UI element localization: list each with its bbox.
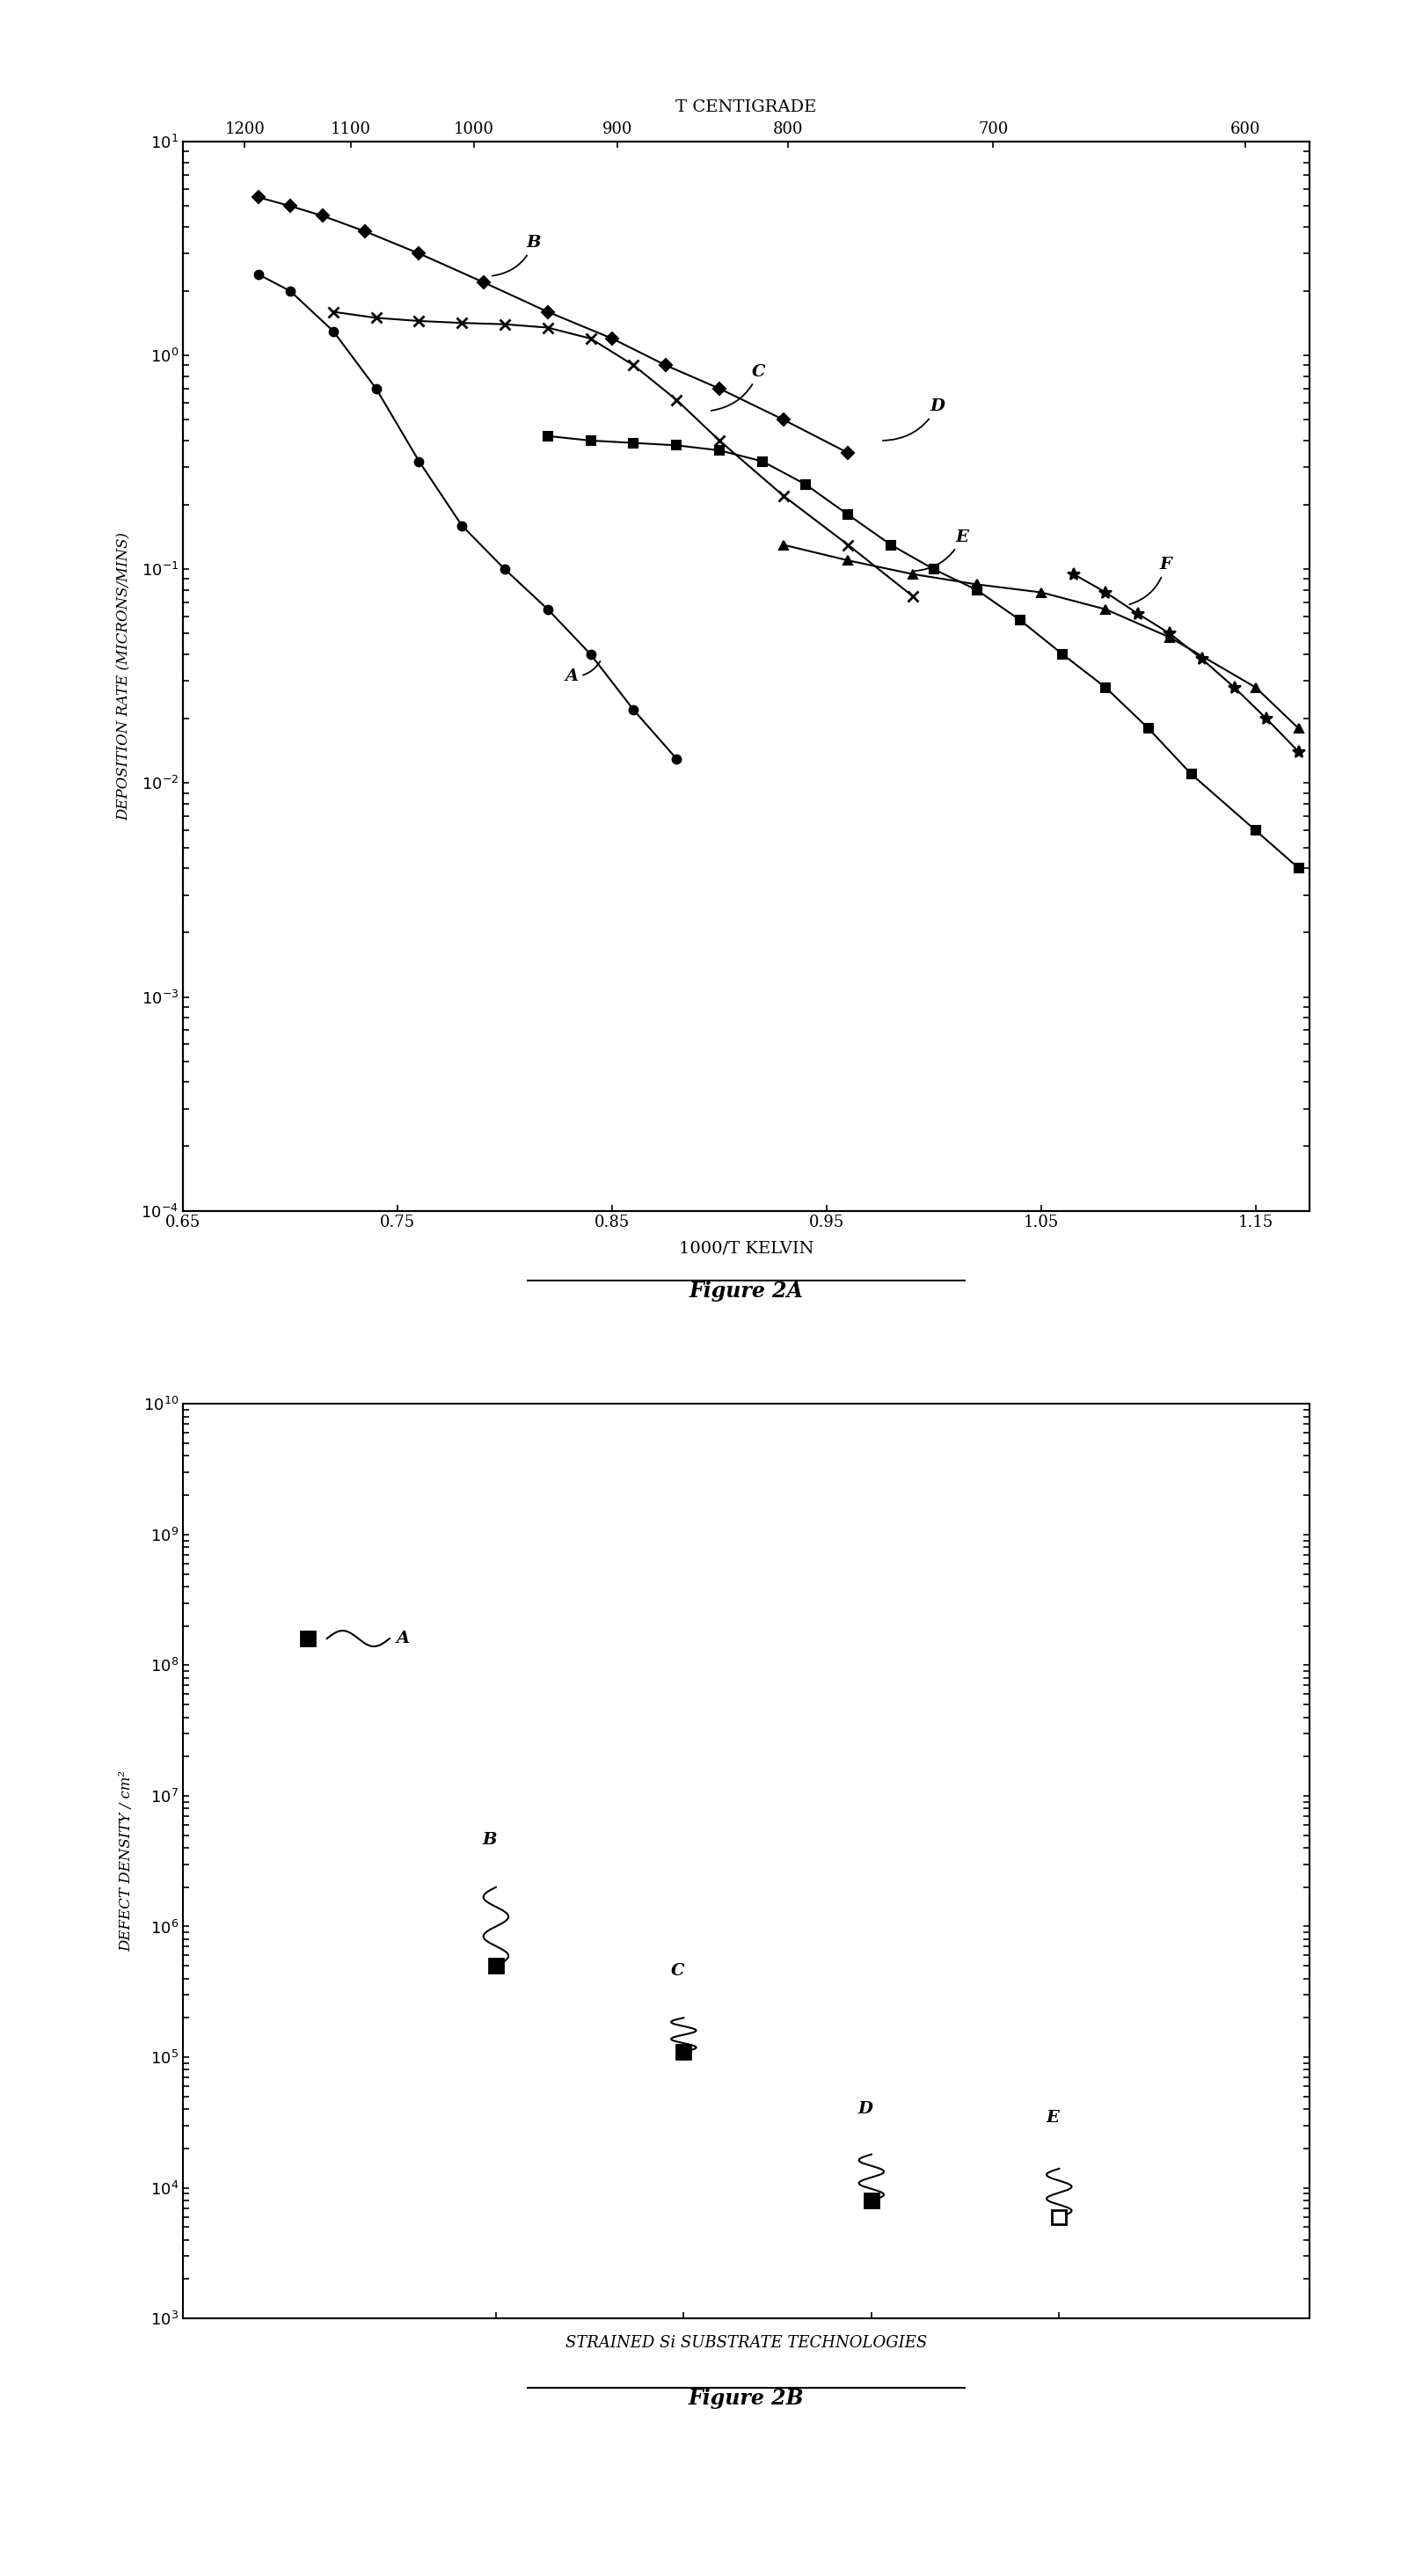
- Text: Figure 2A: Figure 2A: [689, 1280, 804, 1301]
- Text: E: E: [915, 528, 969, 572]
- Text: D: D: [857, 2102, 873, 2117]
- Text: B: B: [483, 1832, 497, 1847]
- Text: A: A: [396, 1631, 410, 1646]
- Y-axis label: DEPOSITION RATE (MICRONS/MINS): DEPOSITION RATE (MICRONS/MINS): [117, 533, 131, 819]
- Text: F: F: [1129, 556, 1171, 605]
- Text: C: C: [711, 363, 765, 410]
- Text: Figure 2B: Figure 2B: [689, 2388, 804, 2409]
- Y-axis label: DEFECT DENSITY / cm²: DEFECT DENSITY / cm²: [118, 1770, 134, 1953]
- X-axis label: STRAINED Si SUBSTRATE TECHNOLOGIES: STRAINED Si SUBSTRATE TECHNOLOGIES: [566, 2334, 926, 2352]
- Text: D: D: [883, 399, 945, 440]
- X-axis label: T CENTIGRADE: T CENTIGRADE: [676, 100, 817, 116]
- Text: B: B: [493, 234, 541, 276]
- Text: E: E: [1046, 2110, 1059, 2125]
- X-axis label: 1000/T KELVIN: 1000/T KELVIN: [679, 1242, 814, 1257]
- Text: C: C: [670, 1963, 684, 1978]
- Text: A: A: [565, 662, 600, 685]
